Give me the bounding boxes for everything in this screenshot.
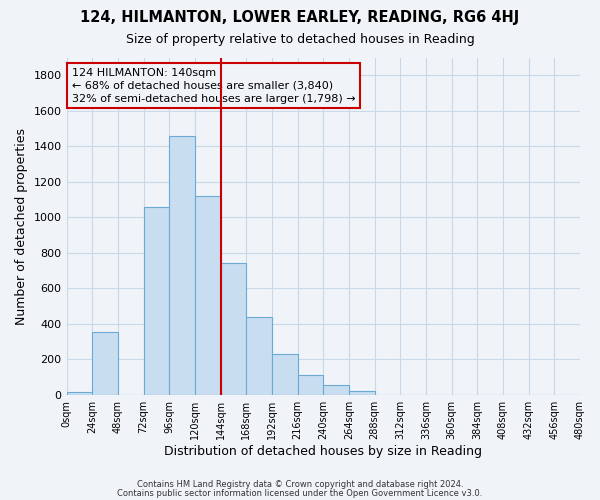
Bar <box>298 376 323 395</box>
Bar <box>221 264 246 395</box>
Y-axis label: Number of detached properties: Number of detached properties <box>15 128 28 324</box>
Bar <box>92 332 118 395</box>
Bar <box>143 206 169 395</box>
Bar <box>67 392 92 395</box>
Bar <box>195 196 221 395</box>
Text: Contains HM Land Registry data © Crown copyright and database right 2024.: Contains HM Land Registry data © Crown c… <box>137 480 463 489</box>
Text: Contains public sector information licensed under the Open Government Licence v3: Contains public sector information licen… <box>118 489 482 498</box>
Bar <box>272 354 298 395</box>
Text: 124, HILMANTON, LOWER EARLEY, READING, RG6 4HJ: 124, HILMANTON, LOWER EARLEY, READING, R… <box>80 10 520 25</box>
X-axis label: Distribution of detached houses by size in Reading: Distribution of detached houses by size … <box>164 444 482 458</box>
Bar <box>323 385 349 395</box>
Bar <box>169 136 195 395</box>
Text: Size of property relative to detached houses in Reading: Size of property relative to detached ho… <box>125 32 475 46</box>
Bar <box>246 316 272 395</box>
Text: 124 HILMANTON: 140sqm
← 68% of detached houses are smaller (3,840)
32% of semi-d: 124 HILMANTON: 140sqm ← 68% of detached … <box>71 68 355 104</box>
Bar <box>349 392 374 395</box>
